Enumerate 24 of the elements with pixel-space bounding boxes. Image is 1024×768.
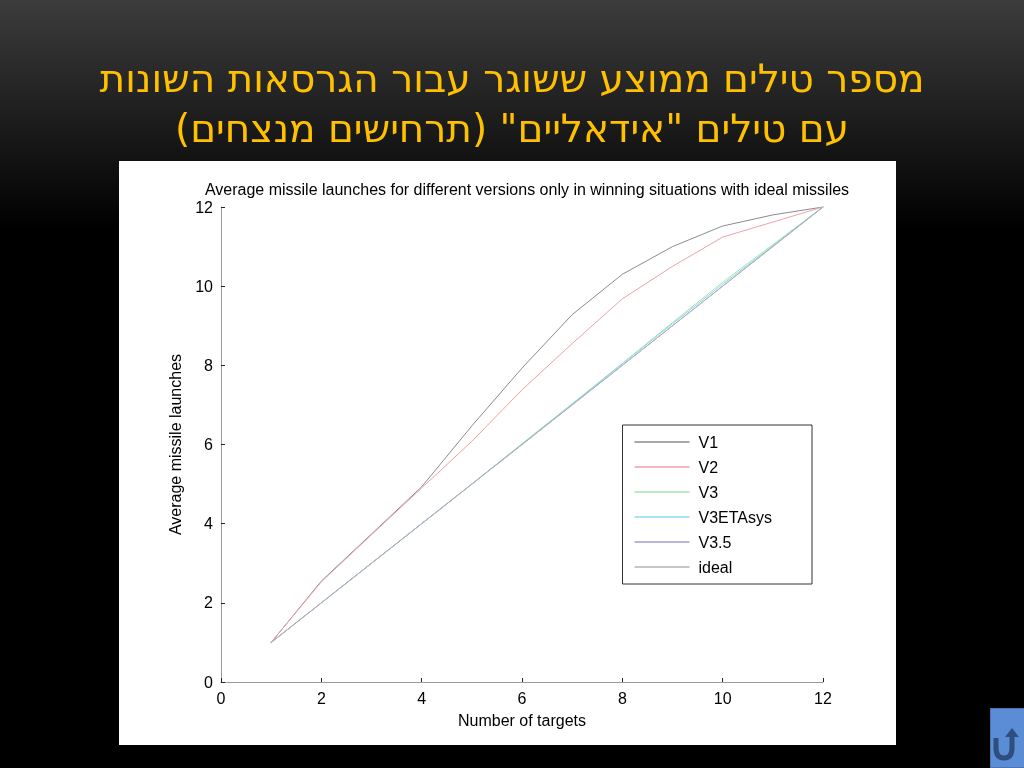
legend-label: V3.5 bbox=[698, 533, 732, 551]
y-tick-label: 12 bbox=[195, 198, 214, 216]
y-tick-label: 4 bbox=[204, 515, 214, 533]
x-tick-label: 10 bbox=[713, 689, 732, 707]
x-tick-label: 12 bbox=[814, 689, 832, 707]
y-axis-title: Average missile launches bbox=[166, 353, 184, 536]
chart-subtitle: Average missile launches for different versions only in winning situations with ideal missiles bbox=[204, 180, 850, 198]
legend-label: ideal bbox=[698, 558, 733, 576]
y-tick-label: 8 bbox=[204, 356, 214, 374]
x-axis-title: Number of targets bbox=[457, 711, 587, 729]
y-tick-label: 10 bbox=[195, 277, 214, 295]
x-tick-label: 2 bbox=[316, 689, 326, 707]
legend-label: V2 bbox=[698, 458, 719, 476]
y-tick-label: 6 bbox=[204, 436, 214, 453]
x-tick-label: 6 bbox=[517, 689, 527, 707]
chart-title: מספר טילים ממוצע ששוגר עבור הגרסאות השונות עם טילים "אידאליים" (תרחישים מנצחים) bbox=[98, 55, 926, 153]
x-tick-label: 8 bbox=[617, 689, 627, 707]
legend-label: V1 bbox=[698, 433, 719, 451]
x-tick-label: 4 bbox=[417, 689, 427, 707]
x-tick-label: 0 bbox=[216, 689, 226, 707]
y-tick-label: 2 bbox=[204, 594, 214, 612]
legend-label: V3ETAsys bbox=[698, 508, 772, 526]
legend-label: V3 bbox=[698, 483, 719, 501]
y-tick-label: 0 bbox=[204, 673, 214, 691]
